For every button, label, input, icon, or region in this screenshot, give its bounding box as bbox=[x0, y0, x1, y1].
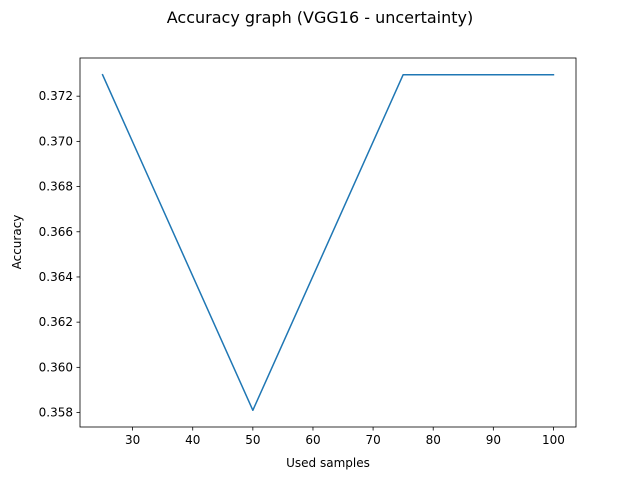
y-tick-label: 0.366 bbox=[39, 225, 73, 239]
chart-title: Accuracy graph (VGG16 - uncertainty) bbox=[167, 8, 474, 27]
y-tick-label: 0.364 bbox=[39, 270, 73, 284]
x-tick-label: 100 bbox=[542, 433, 565, 447]
x-tick-label: 60 bbox=[305, 433, 320, 447]
y-tick-label: 0.372 bbox=[39, 89, 73, 103]
y-tick-label: 0.362 bbox=[39, 315, 73, 329]
series-layer bbox=[101, 73, 555, 412]
y-tick-label: 0.360 bbox=[39, 360, 73, 374]
axes-frame bbox=[79, 57, 577, 428]
y-axis-ticks: 0.358 0.360 0.362 0.364 0.366 0.368 0.370 0.372 bbox=[39, 89, 80, 420]
x-tick-label: 40 bbox=[185, 433, 200, 447]
y-tick-label: 0.370 bbox=[39, 134, 73, 148]
x-axis-label: Used samples bbox=[286, 456, 370, 470]
y-axis-label: Accuracy bbox=[10, 215, 24, 270]
x-tick-label: 90 bbox=[486, 433, 501, 447]
x-axis-ticks: 30 40 50 60 70 80 90 100 bbox=[125, 427, 565, 447]
x-tick-label: 70 bbox=[365, 433, 380, 447]
series-line bbox=[101, 73, 555, 412]
x-tick-label: 80 bbox=[426, 433, 441, 447]
y-tick-label: 0.358 bbox=[39, 406, 73, 420]
x-tick-label: 50 bbox=[245, 433, 260, 447]
x-tick-label: 30 bbox=[125, 433, 140, 447]
y-tick-label: 0.368 bbox=[39, 180, 73, 194]
